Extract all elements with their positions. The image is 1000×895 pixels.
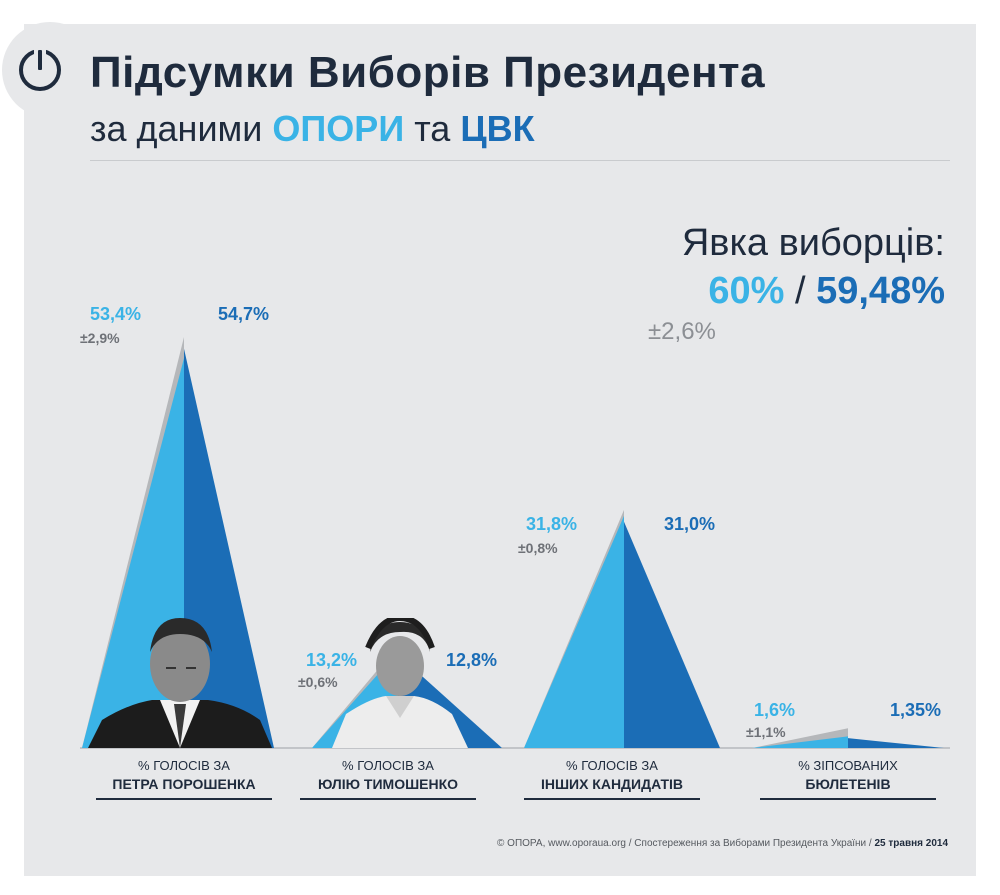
value-label-cvk-1: 54,7% bbox=[218, 304, 270, 324]
caption-underline-1 bbox=[96, 798, 272, 800]
caption-category-4: БЮЛЕТЕНІВ bbox=[805, 776, 891, 792]
subtitle-cvk: ЦВК bbox=[460, 108, 535, 149]
value-label-opora-2: 13,2% bbox=[306, 650, 358, 670]
error-label-1: ±2,9% bbox=[80, 330, 120, 346]
subtitle-opora: ОПОРИ bbox=[272, 108, 405, 149]
turnout-separator: / bbox=[794, 270, 806, 312]
page-title: Підсумки Виборів Президента bbox=[90, 48, 766, 97]
footer-date: 25 травня 2014 bbox=[874, 838, 948, 849]
power-button-icon bbox=[19, 46, 61, 91]
bar-cvk-3 bbox=[624, 521, 720, 748]
caption-category-3: ІНШИХ КАНДИДАТІВ bbox=[540, 776, 684, 792]
subtitle-and: та bbox=[414, 108, 451, 149]
error-label-3: ±0,8% bbox=[518, 540, 558, 556]
header-divider bbox=[90, 160, 950, 161]
turnout-cvk: 59,48% bbox=[816, 270, 945, 312]
subtitle-prefix: за даними bbox=[90, 108, 263, 149]
candidate-photo-poroshenko bbox=[88, 618, 272, 748]
value-label-cvk-3: 31,0% bbox=[664, 514, 716, 534]
bar-opora-4 bbox=[752, 736, 848, 748]
caption-underline-4 bbox=[760, 798, 936, 800]
value-label-cvk-2: 12,8% bbox=[446, 650, 498, 670]
caption-prefix-2: % ГОЛОСІВ ЗА bbox=[342, 758, 434, 773]
footer-credits: © ОПОРА, www.oporaua.org / Спостереження… bbox=[497, 838, 948, 849]
value-label-cvk-4: 1,35% bbox=[890, 700, 942, 720]
caption-prefix-3: % ГОЛОСІВ ЗА bbox=[566, 758, 658, 773]
value-label-opora-1: 53,4% bbox=[90, 304, 142, 324]
footer-credits-text: © ОПОРА, www.oporaua.org / Спостереження… bbox=[497, 838, 872, 849]
candidate-photo-tymoshenko bbox=[332, 618, 468, 748]
bar-cvk-4 bbox=[848, 738, 944, 748]
turnout-values: 60% / 59,48% bbox=[708, 270, 945, 313]
caption-prefix-4: % ЗІПСОВАНИХ bbox=[798, 758, 898, 773]
turnout-error: ±2,6% bbox=[648, 318, 716, 345]
turnout-title: Явка виборців: bbox=[681, 222, 945, 264]
error-label-2: ±0,6% bbox=[298, 674, 338, 690]
turnout-opora: 60% bbox=[708, 270, 785, 312]
caption-prefix-1: % ГОЛОСІВ ЗА bbox=[138, 758, 230, 773]
logo-badge bbox=[2, 22, 98, 118]
value-label-opora-4: 1,6% bbox=[754, 700, 796, 720]
caption-category-1: ПЕТРА ПОРОШЕНКА bbox=[112, 776, 256, 792]
caption-underline-2 bbox=[300, 798, 476, 800]
error-label-4: ±1,1% bbox=[746, 724, 786, 740]
caption-category-2: ЮЛІЮ ТИМОШЕНКО bbox=[317, 776, 459, 792]
value-label-opora-3: 31,8% bbox=[526, 514, 578, 534]
bar-opora-3 bbox=[524, 515, 624, 748]
caption-underline-3 bbox=[524, 798, 700, 800]
page-subtitle: за даними ОПОРИ та ЦВК bbox=[90, 108, 535, 150]
